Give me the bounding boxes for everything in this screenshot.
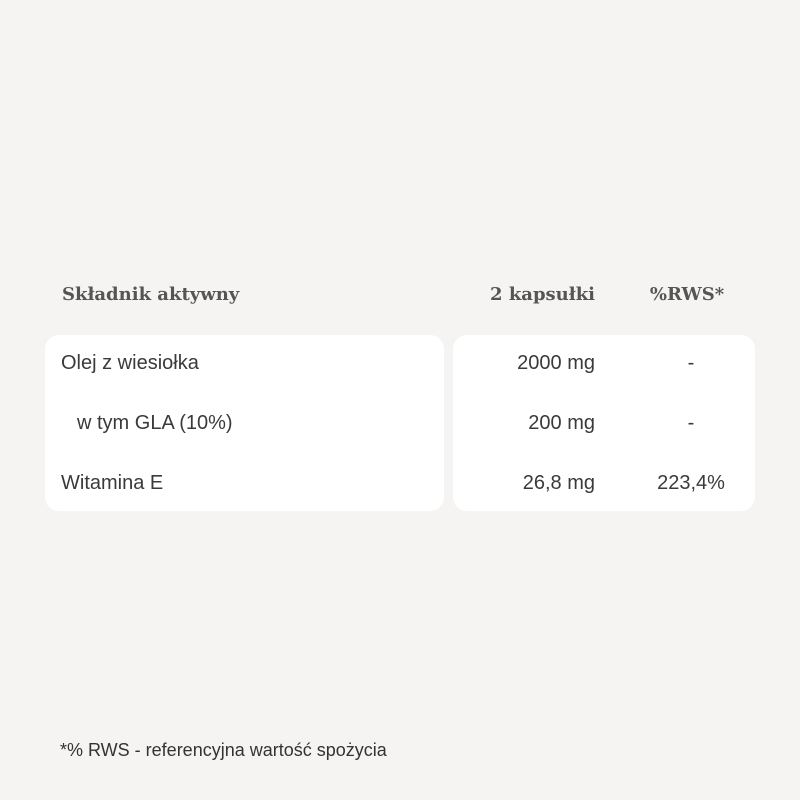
header-ingredient: Składnik aktywny xyxy=(62,284,240,305)
footnote: *% RWS - referencyjna wartość spożycia xyxy=(60,740,387,760)
dose-value: 26,8 mg xyxy=(522,472,595,494)
header-rws: %RWS* xyxy=(649,284,725,305)
ingredient-name: w tym GLA (10%) xyxy=(77,412,233,434)
header-dose: 2 kapsułki xyxy=(490,284,595,305)
rws-value: - xyxy=(687,412,695,434)
dose-value: 200 mg xyxy=(528,412,595,434)
rws-value: - xyxy=(687,352,695,374)
values-card: 2000 mg 200 mg 26,8 mg - - 223,4% xyxy=(453,335,755,511)
dose-value: 2000 mg xyxy=(517,352,595,374)
ingredient-name: Witamina E xyxy=(61,472,164,494)
rws-value: 223,4% xyxy=(657,472,725,494)
ingredients-card: Olej z wiesiołka w tym GLA (10%) Witamin… xyxy=(45,335,444,511)
ingredient-name: Olej z wiesiołka xyxy=(61,352,199,374)
